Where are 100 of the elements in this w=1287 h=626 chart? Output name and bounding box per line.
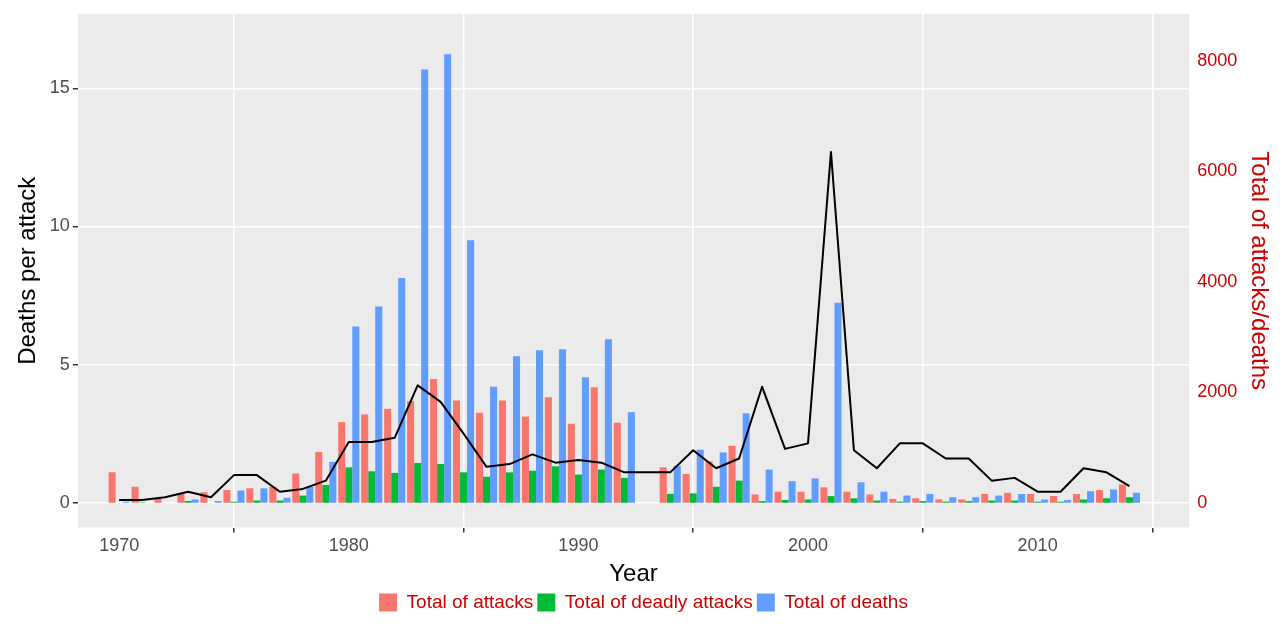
bar [866, 494, 874, 503]
bar [1041, 499, 1049, 503]
bar [535, 350, 544, 503]
bar [414, 462, 422, 503]
bar [1087, 491, 1095, 503]
bar [827, 496, 835, 503]
bar [483, 476, 491, 503]
bar [574, 474, 582, 503]
bar [912, 498, 920, 503]
bar [329, 461, 337, 503]
bar [453, 400, 461, 503]
bar [705, 461, 713, 503]
bar [283, 497, 291, 503]
bar [620, 477, 628, 503]
bar [751, 494, 759, 503]
legend-label: Total of deaths [784, 590, 908, 612]
bar [797, 491, 805, 503]
bar [666, 493, 674, 503]
bar [843, 491, 851, 503]
bar [407, 401, 415, 503]
bar [958, 499, 966, 503]
bar [926, 493, 934, 503]
bar [728, 445, 736, 503]
bar [513, 356, 521, 503]
bar [857, 482, 865, 503]
bar [460, 472, 468, 503]
bar [689, 493, 697, 503]
bar [246, 488, 254, 503]
y2-tick-label: 4000 [1197, 270, 1238, 291]
bar [361, 414, 369, 503]
bar [544, 397, 552, 503]
y2-tick-label: 8000 [1197, 49, 1238, 70]
bar [1095, 490, 1103, 503]
bar [627, 412, 635, 503]
y2-tick-label: 6000 [1197, 160, 1238, 181]
bar [260, 488, 268, 503]
bar [659, 467, 667, 503]
bar [475, 412, 484, 503]
y-tick-label: 10 [49, 215, 70, 236]
bar [613, 422, 621, 503]
bar [1118, 484, 1126, 503]
y-tick-label: 0 [59, 491, 70, 512]
bar [177, 493, 185, 503]
x-tick-label: 1970 [99, 535, 140, 556]
y2-axis-title: Total of attacks/deaths [1246, 151, 1274, 391]
bar [521, 416, 529, 503]
bar [567, 423, 575, 503]
bar [299, 495, 307, 503]
bar [306, 486, 314, 503]
bar [742, 413, 750, 503]
y-axis-title: Deaths per attack [13, 175, 41, 365]
bar [1102, 498, 1111, 503]
bar [352, 326, 360, 503]
bar [1125, 497, 1133, 503]
bar [375, 306, 383, 503]
bar [972, 497, 980, 503]
bar [696, 449, 704, 503]
bar [292, 473, 300, 503]
bar [981, 493, 989, 503]
y-tick-label: 5 [59, 353, 70, 374]
bar [1072, 493, 1081, 503]
x-tick-label: 2000 [787, 535, 829, 556]
bar [949, 497, 957, 503]
bar [1004, 492, 1012, 503]
bar [820, 487, 828, 503]
bar [1050, 496, 1058, 503]
bar [558, 349, 566, 503]
y2-tick-label: 2000 [1197, 381, 1238, 402]
bar [804, 499, 812, 503]
bar [1132, 492, 1141, 503]
bar [315, 451, 323, 503]
bar [368, 471, 376, 503]
bar [398, 277, 406, 503]
x-tick-label: 2010 [1017, 535, 1058, 556]
bar [889, 498, 897, 503]
bar [345, 467, 353, 503]
legend-label: Total of attacks [406, 590, 534, 612]
bar [995, 495, 1003, 503]
bar [322, 485, 330, 503]
bar [774, 491, 782, 503]
bar [903, 495, 911, 503]
bar [1110, 489, 1118, 503]
x-tick-label: 1980 [328, 535, 369, 556]
bar [223, 490, 231, 503]
bar [269, 486, 277, 503]
bar [108, 472, 116, 503]
bar [384, 408, 392, 503]
bar [788, 481, 796, 503]
bar [935, 499, 943, 503]
bar [850, 498, 858, 503]
bar [237, 490, 245, 503]
bar [498, 400, 506, 503]
bar [191, 499, 199, 503]
bar [811, 478, 819, 503]
bar [421, 69, 429, 503]
x-axis-title: Year [609, 559, 658, 587]
bar [1064, 499, 1072, 503]
bar [1018, 493, 1026, 503]
bar [590, 387, 598, 503]
legend-label: Total of deadly attacks [564, 590, 753, 612]
